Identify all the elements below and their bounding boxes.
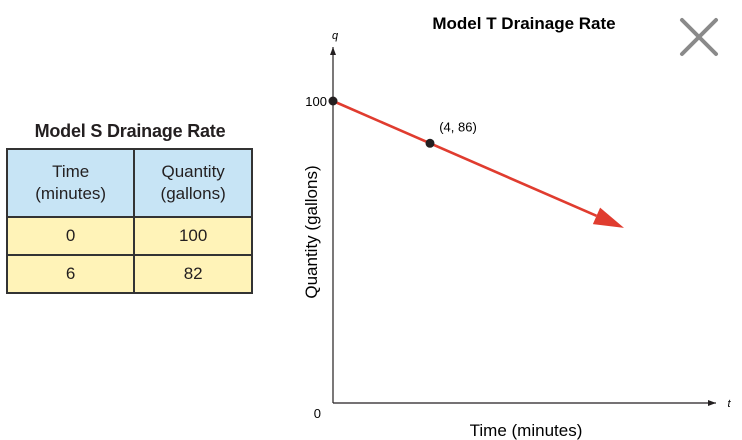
y-axis-letter: q — [332, 30, 339, 42]
x-axis-label: Time (minutes) — [470, 421, 583, 440]
model-s-table-panel: Model S Drainage Rate Time (minutes) Quan… — [5, 121, 254, 294]
series-line — [332, 99, 598, 218]
y-axis-label: Quantity (gallons) — [302, 165, 321, 298]
series-arrowhead — [592, 207, 624, 228]
table-cell: 6 — [5, 254, 136, 294]
data-point — [425, 138, 435, 148]
chart-title: Model T Drainage Rate — [432, 14, 615, 33]
model-s-table: Time (minutes) Quantity (gallons) 0 100 6 … — [5, 148, 253, 294]
chart-plot-area: t q 0 100 Time (minutes) Quantity (gallons) (4… — [302, 30, 731, 440]
table-row: 0 100 — [5, 216, 253, 256]
quantity-column-header: Quantity (gallons) — [133, 148, 253, 218]
y-tick-label: 100 — [305, 94, 327, 109]
x-axis-letter: t — [727, 398, 731, 410]
data-point — [328, 96, 338, 106]
model-s-table-title: Model S Drainage Rate — [34, 121, 226, 141]
close-button[interactable] — [678, 16, 720, 58]
close-icon — [680, 18, 718, 56]
table-header-row: Time (minutes) Quantity (gallons) — [5, 148, 253, 218]
x-axis-arrowhead — [708, 400, 716, 406]
y-axis-arrowhead — [330, 47, 336, 55]
table-row: 6 82 — [5, 254, 253, 294]
table-cell: 82 — [133, 254, 253, 294]
table-cell: 0 — [5, 216, 136, 256]
point-annotation: (4, 86) — [439, 119, 477, 134]
table-cell: 100 — [133, 216, 253, 256]
y-tick-label: 0 — [314, 406, 321, 421]
time-column-header: Time (minutes) — [5, 148, 136, 218]
